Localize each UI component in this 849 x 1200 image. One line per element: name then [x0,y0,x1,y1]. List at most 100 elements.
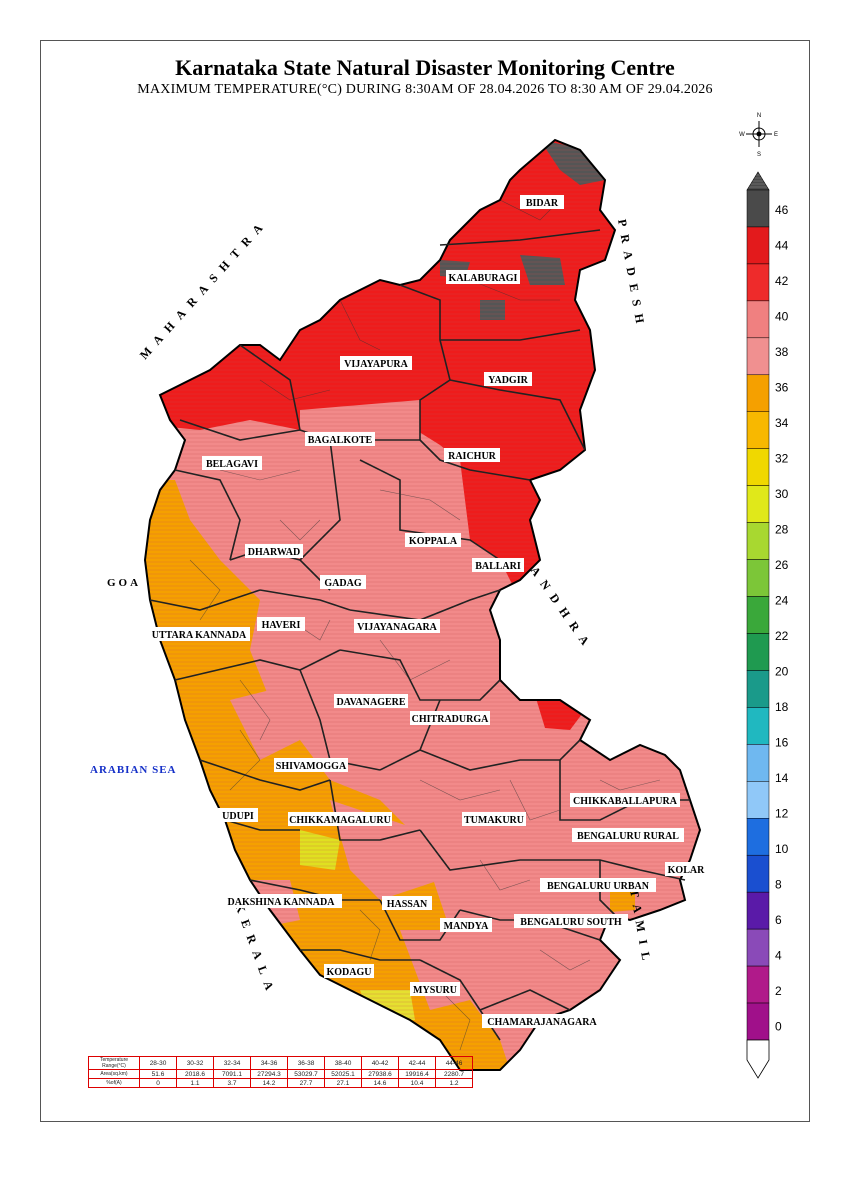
legend-tick-label: 20 [775,665,789,679]
stats-cell: 3.7 [213,1078,251,1088]
district-label-raichur: RAICHUR [444,448,500,462]
legend-tick-label: 44 [775,239,789,253]
stats-row-label: %of(A) [88,1078,140,1088]
svg-text:HASSAN: HASSAN [387,899,428,910]
district-label-chamarajanagara: CHAMARAJANAGARA [482,1014,602,1028]
stats-cell: 14.2 [250,1078,288,1088]
svg-text:BIDAR: BIDAR [526,198,559,209]
svg-text:KODAGU: KODAGU [327,967,372,978]
legend-band-4-6 [746,928,770,967]
svg-text:CHIKKAMAGALURU: CHIKKAMAGALURU [289,815,391,826]
svg-text:KOLAR: KOLAR [668,865,705,876]
svg-text:MYSURU: MYSURU [413,985,457,996]
district-label-kodagu: KODAGU [324,964,374,978]
legend-tick-label: 40 [775,310,789,324]
svg-text:UTTARA KANNADA: UTTARA KANNADA [152,630,247,641]
district-label-vijayapura: VIJAYAPURA [340,356,412,370]
legend-band-26-28 [746,522,770,560]
legend-tick-label: 2 [775,984,782,998]
stats-cell: 1.2 [435,1078,473,1088]
district-label-belagavi: BELAGAVI [202,456,262,470]
legend-band-30-32 [746,448,770,486]
legend-band-6-8 [746,891,770,930]
legend-tick-label: 22 [775,629,789,643]
district-label-bengaluru-urban: BENGALURU URBAN [540,878,656,892]
legend-band-36-38 [746,337,770,376]
stats-cell: 27.1 [324,1078,362,1088]
svg-text:BENGALURU SOUTH: BENGALURU SOUTH [520,917,622,928]
label-goa: GOA [107,577,142,589]
legend-tick-label: 30 [775,487,789,501]
svg-text:BENGALURU RURAL: BENGALURU RURAL [577,831,679,842]
svg-text:HAVERI: HAVERI [262,620,301,631]
legend-tick-label: 28 [775,523,789,537]
stats-cell: 44-46 [435,1056,473,1070]
legend-band-40-42 [746,263,770,302]
svg-text:KOPPALA: KOPPALA [409,536,458,547]
svg-text:UDUPI: UDUPI [222,811,254,822]
district-label-chikkamagaluru: CHIKKAMAGALURU [288,812,392,826]
district-label-udupi: UDUPI [218,808,258,822]
legend-band-32-34 [746,411,770,449]
legend-tick-label: 0 [775,1020,782,1034]
stats-cell: 14.6 [361,1078,399,1088]
stats-cell: 2280.7 [435,1069,473,1079]
stats-cell: 34-36 [250,1056,288,1070]
legend-band-24-26 [746,559,770,597]
stats-cell: 38-40 [324,1056,362,1070]
district-label-dharwad: DHARWAD [245,544,303,558]
label-kerala: KERALA [232,901,279,999]
district-label-shivamogga: SHIVAMOGGA [274,758,348,772]
legend-band-2-4 [746,965,770,1004]
stats-cell: 40-42 [361,1056,399,1070]
legend-band-44-46 [746,189,770,228]
legend-band-22-24 [746,596,770,634]
stats-cell: 19916.4 [398,1069,436,1079]
legend-tick-label: 12 [775,807,789,821]
stats-cell: 36-38 [287,1056,325,1070]
legend-bottom-cap [746,1039,770,1079]
map-title: Karnataka State Natural Disaster Monitor… [175,55,675,80]
legend-band-14-16 [746,744,770,782]
district-boundaries [143,138,702,1071]
svg-text:VIJAYAPURA: VIJAYAPURA [344,359,408,370]
stats-cell: 27.7 [287,1078,325,1088]
district-label-davanagere: DAVANAGERE [334,694,408,708]
svg-text:CHAMARAJANAGARA: CHAMARAJANAGARA [487,1017,597,1028]
legend-tick-label: 8 [775,878,782,892]
district-label-haveri: HAVERI [257,617,305,631]
stats-cell: 1.1 [176,1078,214,1088]
north-arrow-icon: N S E W [739,113,778,158]
stats-cell: 2018.6 [176,1069,214,1079]
legend-tick-label: 46 [775,203,789,217]
svg-text:BAGALKOTE: BAGALKOTE [308,435,373,446]
svg-text:DAVANAGERE: DAVANAGERE [336,697,405,708]
stats-cell: 0 [139,1078,177,1088]
district-label-kolar: KOLAR [665,862,707,876]
district-label-hassan: HASSAN [382,896,432,910]
legend-band-38-40 [746,300,770,339]
stats-cell: 32-34 [213,1056,251,1070]
legend-band-8-10 [746,854,770,893]
legend-tick-label: 26 [775,558,789,572]
svg-text:MANDYA: MANDYA [444,921,489,932]
district-label-yadgir: YADGIR [484,372,532,386]
legend-tick-label: 24 [775,594,789,608]
district-label-bengaluru-rural: BENGALURU RURAL [572,828,684,842]
district-label-chitradurga: CHITRADURGA [410,711,490,725]
svg-text:N: N [757,113,761,119]
district-label-bidar: BIDAR [520,195,564,209]
stats-row-label: Temperature Range(°C) [88,1056,140,1070]
stats-cell: 27938.6 [361,1069,399,1079]
svg-text:TUMAKURU: TUMAKURU [464,815,524,826]
district-label-mandya: MANDYA [440,918,492,932]
label-arabian-sea: ARABIAN SEA [90,764,177,776]
legend-band-28-30 [746,485,770,523]
svg-text:DHARWAD: DHARWAD [248,547,300,558]
label-pradesh: PRADESH [615,218,648,332]
legend-tick-label: 38 [775,345,789,359]
stats-cell: 42-44 [398,1056,436,1070]
district-label-kalaburagi: KALABURAGI [446,270,520,284]
legend-band-42-44 [746,226,770,265]
